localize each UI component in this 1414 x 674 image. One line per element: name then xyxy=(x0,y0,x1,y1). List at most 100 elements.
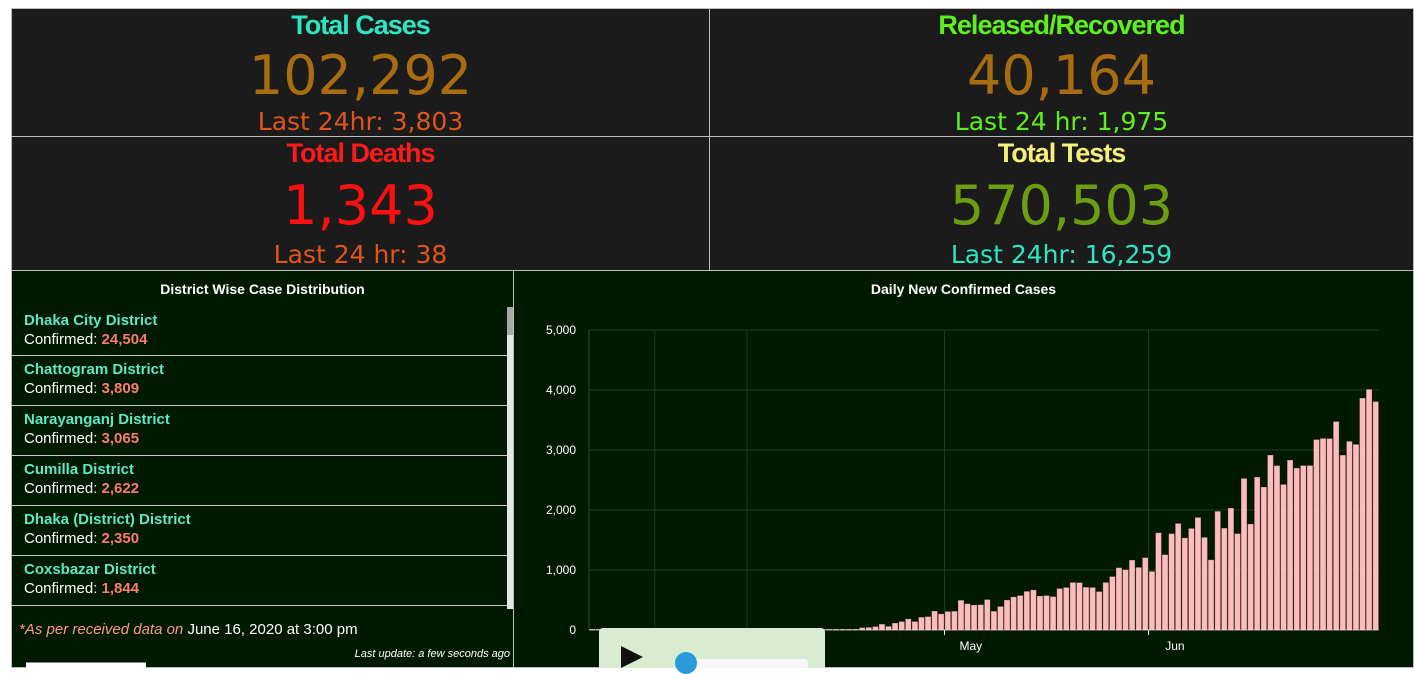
district-name: Dhaka City District xyxy=(24,312,158,329)
chart-bar xyxy=(1155,532,1162,631)
y-tick-label: 3,000 xyxy=(546,443,576,457)
chart-bar xyxy=(1280,484,1287,631)
y-tick-label: 0 xyxy=(569,623,576,637)
confirmed-value: 24,504 xyxy=(101,331,148,348)
chart-bar xyxy=(1017,595,1024,631)
chart-bar xyxy=(1234,533,1241,631)
bottom-tab[interactable] xyxy=(26,662,146,669)
chart-bar xyxy=(865,627,872,631)
total-tests-value: 570,503 xyxy=(949,174,1174,237)
district-name: Dhaka (District) District xyxy=(24,511,191,528)
list-item[interactable]: Chattogram District Confirmed: 3,809 xyxy=(12,356,507,406)
list-item[interactable]: Dhaka (District) District Confirmed: 2,3… xyxy=(12,506,507,556)
total-tests-last24: Last 24hr: 16,259 xyxy=(950,240,1173,269)
chart-bar xyxy=(1168,533,1175,631)
total-deaths-title: Total Deaths xyxy=(286,138,435,168)
district-name: Coxsbazar District xyxy=(24,561,156,578)
chart-bar xyxy=(1195,517,1201,631)
total-cases-card: Total Cases 102,292 Last 24hr: 3,803 xyxy=(11,8,710,137)
chart-bar xyxy=(1063,587,1070,631)
total-deaths-card: Total Deaths 1,343 Last 24 hr: 38 xyxy=(11,136,710,271)
chart-bar xyxy=(944,611,951,631)
chart-bar xyxy=(911,621,918,631)
chart-bar xyxy=(1083,587,1089,631)
confirmed-label: Confirmed: xyxy=(24,580,98,597)
chart-bar xyxy=(971,604,978,631)
chart-bar xyxy=(1333,421,1340,631)
district-panel-title: District Wise Case Distribution xyxy=(160,281,365,297)
confirmed-value: 3,809 xyxy=(101,380,140,397)
chart-bar xyxy=(1366,389,1373,631)
chart-bar xyxy=(925,616,931,631)
chart-bar xyxy=(1116,567,1122,631)
district-panel: District Wise Case Distribution Dhaka Ci… xyxy=(11,270,514,668)
chart-bar xyxy=(1320,438,1326,631)
total-tests-card: Total Tests 570,503 Last 24hr: 16,259 xyxy=(709,136,1414,271)
time-slider-widget xyxy=(599,628,825,674)
confirmed-value: 2,350 xyxy=(101,530,140,547)
list-item[interactable]: Dhaka City District Confirmed: 24,504 xyxy=(12,307,507,356)
chart-bar xyxy=(1208,559,1215,631)
chart-bar xyxy=(1293,468,1300,631)
chart-bar xyxy=(1274,465,1280,631)
recovered-value: 40,164 xyxy=(967,44,1156,107)
chart-bar xyxy=(964,603,971,631)
note-date: June 16, 2020 at 3:00 pm xyxy=(187,621,358,638)
chart-bar xyxy=(1227,508,1234,631)
chart-bar xyxy=(1069,582,1076,631)
time-slider-track[interactable] xyxy=(682,659,808,668)
chart-bar xyxy=(879,624,885,631)
chart-bar xyxy=(1339,455,1346,631)
x-tick-label: Jun xyxy=(1165,639,1184,653)
chart-bar xyxy=(1346,441,1353,631)
total-deaths-last24: Last 24 hr: 38 xyxy=(273,240,448,269)
district-name: Narayanganj District xyxy=(24,411,170,428)
district-name: Chattogram District xyxy=(24,361,165,378)
note-prefix: *As per received data on xyxy=(19,621,184,638)
data-note: *As per received data on June 16, 2020 a… xyxy=(19,621,358,638)
recovered-title: Released/Recovered xyxy=(938,10,1185,40)
chart-bar xyxy=(872,626,879,631)
chart-bar xyxy=(1326,438,1333,631)
chart-bar xyxy=(918,617,925,631)
chart-bar xyxy=(1043,595,1050,631)
play-icon[interactable] xyxy=(621,646,643,668)
chart-panel: Daily New Confirmed Cases 5,000 4,000 3,00… xyxy=(513,270,1414,668)
chart-bar xyxy=(859,627,866,631)
total-deaths-value: 1,343 xyxy=(283,174,438,237)
chart-bar xyxy=(997,606,1004,631)
time-slider-knob[interactable] xyxy=(675,652,697,674)
list-item[interactable]: Narayanganj District Confirmed: 3,065 xyxy=(12,406,507,456)
chart-bar xyxy=(1030,589,1037,631)
confirmed-label: Confirmed: xyxy=(24,530,98,547)
chart-bar xyxy=(1109,576,1116,631)
chart-bar xyxy=(1221,528,1228,631)
chart-bar xyxy=(977,604,984,631)
district-scrollbar[interactable] xyxy=(507,307,514,609)
chart-bar xyxy=(1201,537,1208,631)
chart-bar xyxy=(1306,465,1313,631)
x-tick-label: May xyxy=(959,639,982,653)
chart-bar xyxy=(958,600,964,631)
last-update: Last update: a few seconds ago xyxy=(354,648,510,660)
confirmed-label: Confirmed: xyxy=(24,380,98,397)
chart-bar xyxy=(1300,465,1307,631)
chart-bar xyxy=(892,623,899,631)
recovered-last24: Last 24 hr: 1,975 xyxy=(954,107,1169,136)
chart-bar xyxy=(1241,478,1247,631)
chart-title: Daily New Confirmed Cases xyxy=(870,281,1057,297)
chart-bar xyxy=(1247,523,1254,631)
chart-bar xyxy=(1267,455,1274,631)
confirmed-value: 3,065 xyxy=(101,430,140,447)
chart-bar xyxy=(1076,582,1083,631)
chart-bar xyxy=(1037,595,1043,631)
list-item[interactable]: Cumilla District Confirmed: 2,622 xyxy=(12,456,507,506)
chart-bar xyxy=(1254,477,1261,631)
chart-bar xyxy=(1148,571,1155,631)
scrollbar-thumb[interactable] xyxy=(507,307,514,335)
chart-bar xyxy=(1089,587,1096,631)
y-tick-label: 4,000 xyxy=(546,383,576,397)
list-item[interactable]: Coxsbazar District Confirmed: 1,844 xyxy=(12,556,507,606)
chart-bar xyxy=(1175,523,1182,631)
